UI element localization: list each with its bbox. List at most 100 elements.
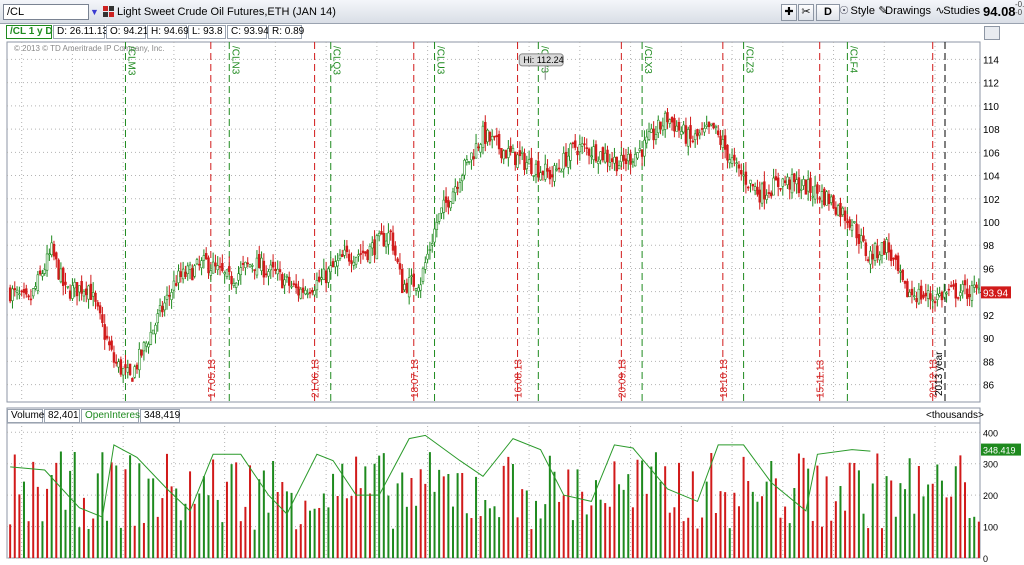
candle-body xyxy=(403,284,406,291)
candle-body xyxy=(101,314,104,323)
candle-body xyxy=(779,187,782,190)
candle-body xyxy=(195,259,199,265)
candle-body xyxy=(947,288,951,291)
candle-body xyxy=(68,290,72,299)
candle-body xyxy=(899,270,902,273)
candle-body xyxy=(188,264,192,270)
candle-body xyxy=(138,348,141,371)
candle-body xyxy=(481,125,485,149)
candle-body xyxy=(657,119,660,134)
candle-body xyxy=(264,273,268,276)
candle-body xyxy=(961,284,964,292)
candle-body xyxy=(954,283,958,299)
candle-body xyxy=(636,152,639,159)
candle-body xyxy=(919,285,923,300)
candle-body xyxy=(910,288,914,296)
candle-body xyxy=(417,287,420,292)
candle-body xyxy=(352,261,356,266)
candle-body xyxy=(599,151,602,161)
last-change-percent: -0 xyxy=(1015,8,1023,17)
candle-body xyxy=(294,283,298,289)
candle-body xyxy=(223,272,226,275)
candle-body xyxy=(887,242,891,253)
price-chart[interactable]: 86889092949698100102104106108110112114© … xyxy=(0,40,1024,406)
candle-body xyxy=(128,363,132,375)
candle-body xyxy=(440,207,443,214)
candle-body xyxy=(661,125,665,131)
volume-label[interactable]: Volume xyxy=(7,409,44,423)
candle-body xyxy=(790,174,794,194)
candle-body xyxy=(802,179,805,186)
candle-body xyxy=(631,161,635,163)
candle-body xyxy=(401,269,404,294)
candle-body xyxy=(368,245,372,263)
candle-body xyxy=(594,144,598,162)
candle-body xyxy=(306,293,309,295)
symbol-link-icon[interactable] xyxy=(103,6,114,17)
period-button[interactable]: D xyxy=(816,4,840,21)
symbol-input[interactable]: /CL xyxy=(3,4,89,20)
drawings-button[interactable]: Drawings xyxy=(885,5,931,17)
candle-body xyxy=(871,253,874,260)
candle-body xyxy=(18,293,21,296)
candle-body xyxy=(514,151,517,166)
candle-body xyxy=(647,131,651,140)
tools-icon[interactable]: ✂ xyxy=(798,4,814,21)
last-price: 94.08 xyxy=(983,4,1016,19)
candle-body xyxy=(742,174,745,177)
candle-body xyxy=(781,178,785,187)
candle-body xyxy=(55,252,58,260)
candle-body xyxy=(174,283,178,286)
year-end-label: 2013 year xyxy=(934,351,945,396)
candle-body xyxy=(218,266,222,268)
contract-label: /CLN3 xyxy=(229,46,240,75)
candle-body xyxy=(903,280,907,284)
candle-body xyxy=(142,342,146,352)
open-interest-marker-text: 348.419 xyxy=(983,446,1016,456)
candle-body xyxy=(818,197,821,200)
candle-body xyxy=(117,361,120,368)
candle-body xyxy=(629,153,632,165)
studies-button[interactable]: Studies xyxy=(943,5,980,17)
candle-body xyxy=(463,159,466,176)
candle-body xyxy=(133,366,136,378)
candle-body xyxy=(504,150,508,159)
candle-body xyxy=(31,288,35,297)
chart-settings-icon[interactable] xyxy=(984,26,1000,40)
candle-body xyxy=(454,186,457,193)
candle-body xyxy=(147,343,150,348)
candle-body xyxy=(283,279,286,286)
crosshair-icon[interactable]: ✚ xyxy=(781,4,797,21)
symbol-dropdown-icon[interactable]: ▼ xyxy=(90,7,99,17)
style-button[interactable]: Style xyxy=(850,5,875,17)
candle-body xyxy=(191,268,194,281)
candle-body xyxy=(788,179,791,190)
candle-body xyxy=(507,148,510,158)
candle-body xyxy=(87,285,90,300)
candle-body xyxy=(497,134,501,150)
contract-label: /CLF4 xyxy=(847,46,858,74)
price-axis-tick: 102 xyxy=(983,195,1000,206)
candle-body xyxy=(121,368,125,376)
candle-body xyxy=(751,183,755,187)
candle-body xyxy=(537,160,540,178)
candle-body xyxy=(43,269,46,274)
candle-body xyxy=(853,221,856,224)
expiry-date-label: 20.09.13 xyxy=(617,359,628,398)
candle-body xyxy=(255,257,259,276)
candle-body xyxy=(495,135,499,138)
candle-body xyxy=(687,129,690,147)
candle-body xyxy=(225,269,229,277)
symbol-period-label[interactable]: /CL 1 y D xyxy=(6,25,53,39)
candle-body xyxy=(331,261,335,268)
candle-body xyxy=(274,268,277,272)
open-interest-label[interactable]: OpenInterest xyxy=(81,409,143,423)
candle-body xyxy=(394,245,397,256)
date-value: D: 26.11.13 xyxy=(53,25,108,39)
candle-body xyxy=(115,361,118,364)
candle-body xyxy=(843,210,847,221)
candle-body xyxy=(924,292,928,297)
candle-body xyxy=(746,186,750,189)
volume-chart[interactable]: 0 100 200 300 400 348.419 xyxy=(0,406,1024,565)
candle-body xyxy=(569,143,572,161)
